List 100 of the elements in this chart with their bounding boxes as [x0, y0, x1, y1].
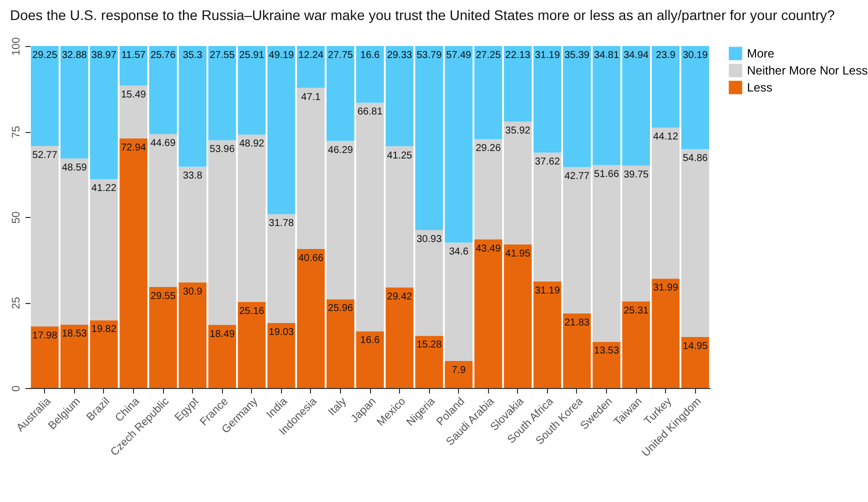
bar [30, 146, 59, 327]
bar [444, 46, 473, 243]
data-label: 27.55 [210, 50, 236, 61]
data-label: 53.79 [416, 50, 442, 61]
data-label: 14.95 [682, 340, 708, 352]
data-label: 29.55 [150, 290, 176, 302]
data-label: 33.8 [182, 170, 203, 182]
data-label: 41.25 [387, 150, 413, 162]
data-label: 47.1 [301, 92, 322, 103]
bar [504, 122, 532, 245]
data-label: 29.42 [387, 291, 413, 302]
bar [474, 139, 502, 240]
data-label: 29.26 [476, 143, 502, 154]
data-label: 52.77 [32, 150, 58, 162]
bar [504, 244, 532, 388]
data-label: 34.6 [448, 246, 469, 258]
data-label: 51.66 [594, 169, 620, 180]
data-label: 41.22 [91, 183, 117, 194]
data-label: 25.91 [239, 50, 265, 62]
data-label: 72.94 [120, 142, 146, 154]
data-label: 30.9 [182, 286, 203, 298]
y-tick-label: 25 [10, 296, 22, 310]
data-label: 39.75 [624, 169, 650, 180]
data-label: 27.75 [328, 50, 354, 61]
data-label: 18.53 [62, 328, 88, 340]
x-tick-label: Italy [326, 395, 350, 418]
bar [90, 179, 118, 320]
data-label: 22.13 [505, 50, 531, 61]
bar [267, 322, 296, 388]
bar [444, 360, 473, 388]
bar [208, 140, 236, 325]
data-label: 31.78 [268, 218, 294, 230]
bar [208, 324, 236, 388]
data-label: 38.97 [91, 50, 117, 61]
data-label: 35.39 [564, 50, 590, 62]
data-label: 40.66 [298, 252, 324, 264]
data-label: 32.88 [62, 50, 88, 61]
y-tick-label: 75 [10, 126, 22, 138]
bar [267, 214, 296, 323]
data-label: 7.9 [452, 364, 466, 376]
bar [267, 46, 296, 214]
data-label: 48.59 [62, 162, 88, 174]
bar [681, 149, 710, 337]
data-label: 31.19 [534, 50, 560, 61]
data-label: 15.49 [120, 90, 146, 101]
data-label: 16.6 [360, 335, 380, 346]
bar [60, 158, 88, 325]
data-label: 49.19 [268, 50, 294, 61]
data-label: 44.12 [653, 132, 679, 143]
data-label: 48.92 [239, 138, 265, 150]
bar [652, 46, 680, 128]
data-label: 13.53 [594, 346, 620, 357]
data-label: 29.33 [387, 50, 413, 61]
bar [444, 242, 473, 361]
y-tick-label: 100 [10, 37, 22, 56]
legend-label: More [747, 46, 775, 60]
data-label: 25.16 [239, 306, 265, 317]
bar [238, 134, 266, 302]
data-label: 17.98 [32, 330, 58, 342]
bar [208, 46, 236, 140]
data-label: 66.81 [357, 106, 383, 118]
data-label: 21.83 [564, 317, 590, 328]
bar [652, 128, 680, 279]
bar [238, 302, 266, 388]
data-label: 35.92 [505, 126, 531, 137]
y-tick-label: 50 [10, 211, 22, 224]
data-label: 44.69 [150, 138, 176, 150]
data-label: 19.03 [268, 326, 294, 338]
bar [238, 46, 266, 135]
bar [60, 324, 88, 388]
data-label: 12.24 [298, 50, 324, 61]
data-label: 53.96 [210, 144, 236, 156]
bar [474, 239, 502, 388]
data-label: 30.19 [682, 50, 708, 61]
data-label: 11.57 [121, 50, 146, 61]
data-label: 42.77 [564, 171, 590, 182]
data-label: 29.25 [32, 50, 58, 61]
data-label: 54.86 [682, 153, 708, 164]
legend-label: Neither More Nor Less [747, 64, 868, 78]
data-label: 37.62 [534, 156, 560, 168]
chart-title: Does the U.S. response to the Russia–Ukraine war make you trust the United States more or less as an ally/partner for your country? [10, 6, 836, 23]
data-label: 16.6 [360, 50, 380, 61]
bar [652, 278, 680, 388]
data-label: 34.94 [624, 50, 650, 61]
legend-label: Less [747, 80, 772, 94]
data-label: 31.99 [653, 282, 679, 294]
data-label: 25.76 [150, 50, 176, 61]
data-label: 27.25 [476, 50, 502, 61]
y-tick-label: 0 [10, 385, 22, 392]
data-label: 46.29 [328, 144, 354, 156]
data-label: 34.81 [594, 50, 620, 61]
data-label: 23.9 [656, 50, 676, 61]
bar [681, 46, 710, 150]
data-label: 18.49 [210, 328, 236, 340]
bar [30, 46, 59, 146]
data-label: 19.82 [91, 324, 117, 336]
data-label: 15.28 [416, 340, 442, 351]
data-label: 25.96 [328, 303, 354, 314]
bar [681, 336, 710, 388]
data-label: 25.31 [624, 305, 650, 316]
